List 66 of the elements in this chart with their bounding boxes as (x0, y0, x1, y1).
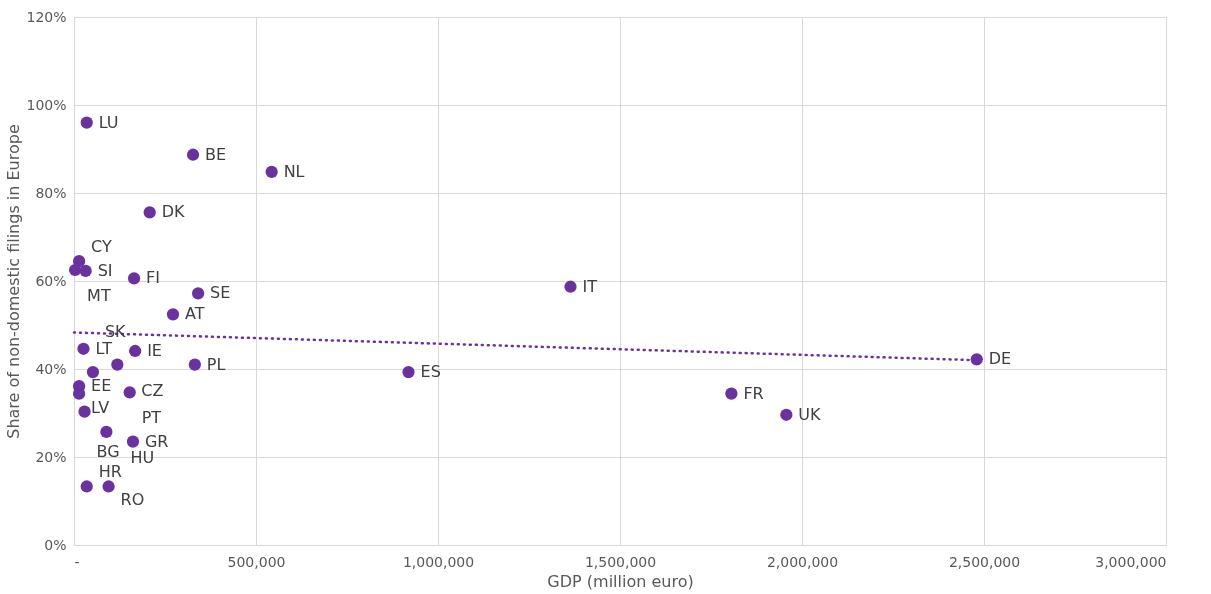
y-tick-label: 20% (35, 448, 67, 465)
point (129, 344, 142, 358)
point (80, 116, 93, 129)
point (265, 165, 278, 178)
annotation: IT (582, 276, 598, 296)
annotation: SI (97, 260, 113, 280)
annotation: UK (798, 404, 822, 424)
point (166, 308, 180, 321)
annotation: HR (98, 462, 122, 482)
x-axis-title: GDP (million euro) (547, 571, 694, 591)
point (402, 365, 415, 379)
x-tick-label: 1,000,000 (402, 553, 475, 570)
point (780, 408, 793, 421)
annotation: FI (146, 268, 160, 288)
y-tick-label: 80% (35, 184, 67, 201)
annotation: IE (147, 340, 162, 360)
x-tick-label: 2,500,000 (948, 553, 1021, 570)
point (111, 358, 124, 371)
annotation: CZ (141, 380, 164, 400)
y-tick-label: 0% (44, 536, 67, 553)
annotation: FR (743, 383, 764, 403)
annotation: EE (91, 376, 112, 396)
point (100, 425, 113, 439)
point (970, 353, 983, 366)
point (72, 387, 86, 400)
point (79, 264, 92, 277)
annotation: PL (206, 354, 226, 374)
point (188, 358, 201, 371)
point (564, 280, 577, 293)
point (123, 386, 136, 399)
point (77, 342, 90, 355)
point (68, 263, 82, 277)
annotation: BE (205, 144, 227, 164)
point (126, 435, 140, 448)
x-tick-label: 3,000,000 (1095, 553, 1167, 570)
annotation: RO (120, 490, 145, 510)
point (80, 480, 93, 493)
x-tick-label: 1,500,000 (584, 553, 657, 570)
annotation: AT (185, 304, 205, 324)
point (86, 365, 100, 379)
point (102, 480, 115, 493)
point (78, 405, 91, 418)
x-tick-label: - (74, 553, 80, 570)
point (192, 287, 205, 300)
point (186, 148, 200, 161)
annotation: DK (161, 202, 186, 222)
annotation: CY (91, 237, 112, 257)
y-tick-label: 120% (26, 8, 67, 25)
point (143, 206, 156, 219)
point (127, 272, 141, 285)
y-tick-label: 60% (35, 272, 67, 289)
annotation: PT (141, 408, 162, 428)
x-tick-label: 2,000,000 (766, 553, 839, 570)
annotation: DE (988, 349, 1012, 369)
y-tick-label: 40% (35, 360, 67, 377)
y-axis-title: Share of non-domestic filings in Europe (4, 124, 24, 439)
x-tick-label: 500,000 (227, 553, 286, 570)
point (725, 387, 738, 400)
annotation: LV (91, 397, 110, 417)
annotation: LU (98, 112, 119, 132)
annotation: SE (210, 283, 231, 303)
annotation: BG (96, 441, 120, 461)
annotation: NL (283, 161, 305, 181)
annotation: MT (87, 286, 111, 305)
annotation: ES (420, 362, 441, 382)
y-tick-label: 100% (26, 96, 67, 113)
